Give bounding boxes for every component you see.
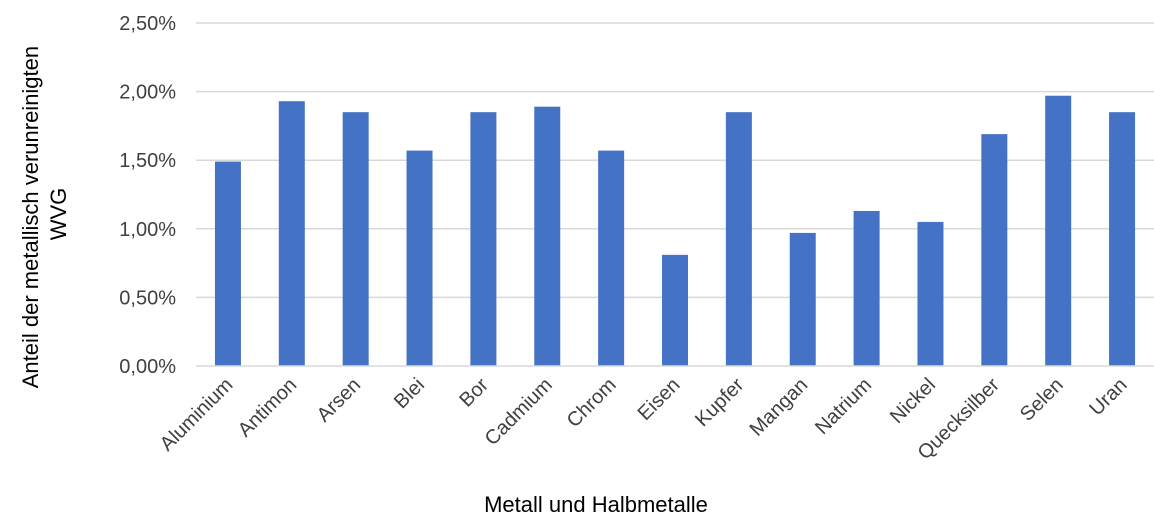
bar-aluminium [214, 161, 241, 366]
x-tick-label: Arsen [313, 374, 366, 427]
bar-blei [406, 150, 433, 366]
bar-antimon [278, 101, 305, 366]
bar-chrom [598, 150, 625, 366]
y-tick-label: 2,00% [119, 82, 176, 104]
y-axis-title-line-2: WVG [46, 188, 71, 241]
bar-uran [1109, 112, 1136, 367]
x-tick-label: Natrium [811, 374, 876, 439]
x-tick-label: Nickel [886, 374, 940, 428]
x-tick-label: Chrom [563, 374, 621, 432]
x-tick-label: Cadmium [481, 374, 557, 450]
y-axis-title-line-1: Anteil der metallisch verunreinigten [18, 46, 43, 388]
bar-eisen [662, 254, 688, 366]
x-tick-label: Uran [1085, 374, 1131, 420]
bar-nickel [917, 221, 944, 366]
y-tick-label: 1,50% [119, 150, 176, 172]
x-tick-label: Blei [390, 374, 429, 413]
x-tick-label: Bor [455, 374, 493, 412]
y-tick-label: 1,00% [119, 219, 176, 241]
bar-arsen [342, 112, 369, 367]
bar-quecksilber [981, 134, 1008, 366]
x-tick-label: Antimon [234, 374, 301, 441]
bar-selen [1045, 95, 1072, 366]
y-axis-title: Anteil der metallisch verunreinigten WVG [18, 40, 71, 389]
y-tick-label: 0,50% [119, 287, 176, 309]
y-axis-tick-labels: 0,00% 0,50% 1,00% 1,50% 2,00% 2,50% [119, 13, 176, 378]
x-tick-label: Eisen [634, 374, 685, 425]
x-tick-label: Mangan [746, 374, 813, 441]
bar-cadmium [534, 106, 561, 366]
bar-mangan [789, 232, 816, 366]
y-tick-label: 0,00% [119, 356, 176, 378]
x-tick-label: Aluminium [156, 374, 238, 456]
x-tick-label: Selen [1016, 374, 1068, 426]
bar-natrium [853, 210, 880, 366]
bar-bor [470, 112, 497, 367]
x-tick-label: Kupfer [691, 374, 748, 431]
y-tick-label: 2,50% [119, 13, 176, 35]
bars [214, 95, 1136, 367]
bar-kupfer [725, 112, 752, 367]
x-axis-title: Metall und Halbmetalle [484, 492, 708, 517]
